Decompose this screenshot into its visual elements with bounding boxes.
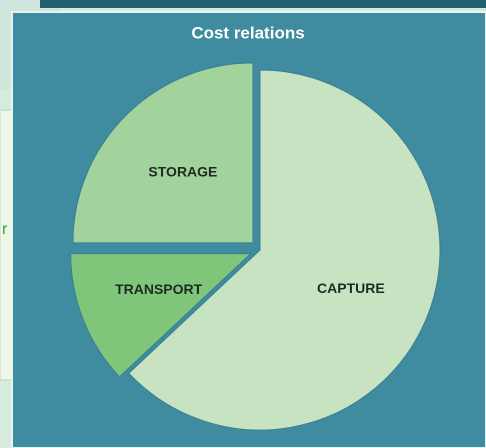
chart-title: Cost relations — [191, 23, 304, 42]
pie-slice — [70, 253, 252, 378]
slice-label: STORAGE — [148, 164, 217, 180]
slice-label: CAPTURE — [317, 280, 385, 296]
pie-slice — [72, 62, 254, 244]
side-text: r — [2, 221, 8, 238]
top-frame — [40, 0, 486, 8]
pie-slice — [128, 69, 441, 431]
slice-label: TRANSPORT — [115, 281, 203, 297]
